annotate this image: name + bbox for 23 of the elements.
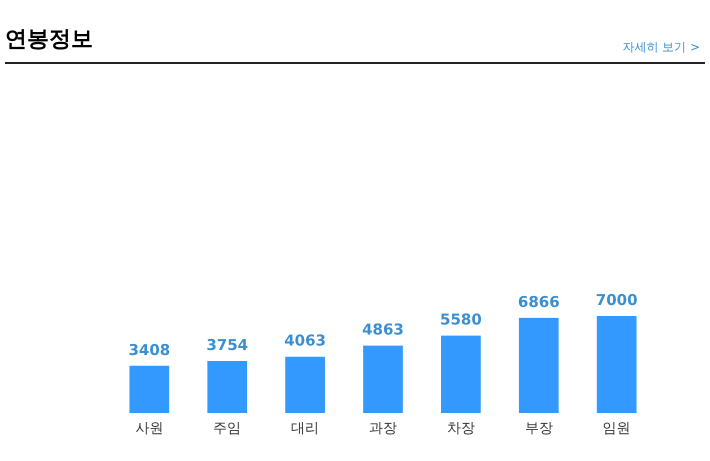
text: 자세히 보기 > (622, 40, 700, 54)
x-tick-label: 차장 (446, 420, 475, 436)
data-label: 3754 (206, 336, 248, 354)
bar (285, 356, 325, 413)
x-tick-label: 사원 (135, 420, 164, 436)
x-tick-label: 주임 (213, 420, 242, 436)
x-tick-label: 과장 (369, 420, 397, 436)
data-label: 5580 (440, 310, 482, 329)
bar (441, 336, 481, 413)
x-tick-label: 부장 (524, 420, 553, 436)
data-label: 7000 (596, 291, 638, 309)
bar (363, 346, 403, 413)
data-label: 3408 (128, 340, 170, 359)
data-label: 6866 (518, 292, 560, 311)
bar (207, 360, 248, 413)
bar (129, 366, 170, 413)
data-label: 4863 (362, 320, 404, 339)
x-tick-label: 임원 (602, 420, 631, 436)
bar (596, 316, 637, 413)
bar (518, 318, 559, 413)
chart-title: 연봉정보 (5, 27, 93, 52)
x-tick-label: 대리 (291, 420, 320, 436)
data-label: 4063 (284, 332, 326, 350)
